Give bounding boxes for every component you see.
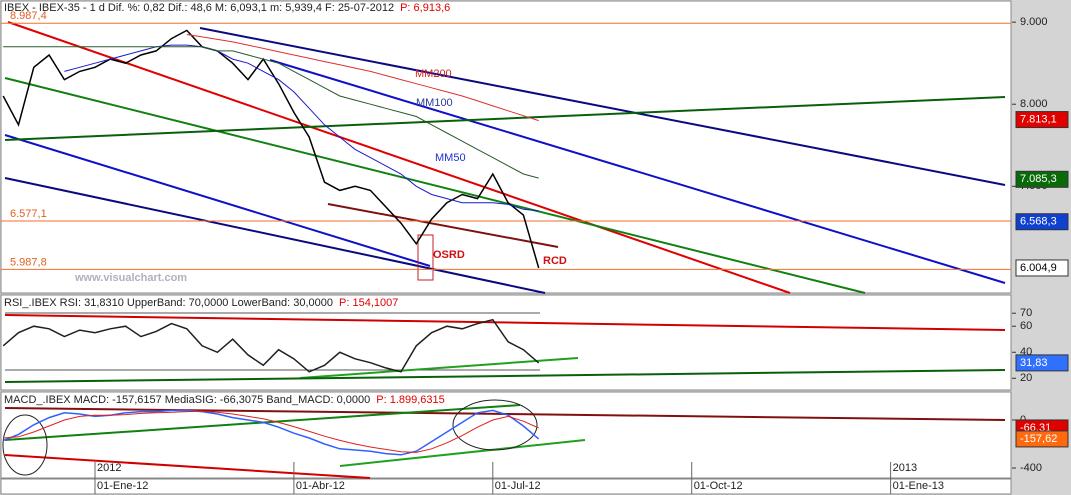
annotation: RCD [543,255,567,267]
series-line [2,29,540,269]
trend-line [4,177,546,294]
annotation: www.visualchart.com [74,272,187,284]
value-box [1015,213,1069,231]
y-tick-label: 70 [1020,307,1032,319]
value-box [1015,430,1069,448]
trend-line [4,369,1006,383]
panel-title-price: P: 1.899,6315 [376,394,445,406]
panel-title-price: P: 6,913,6 [400,2,450,14]
value-box [1015,259,1069,277]
x-tick-label: 01-Ene-12 [97,480,148,492]
year-label: 2013 [893,462,917,474]
annotation: MM200 [415,68,452,80]
trend-line [4,314,1006,331]
trend-line [4,77,866,294]
trend-line [4,96,1006,141]
y-tick-label: 20 [1020,372,1032,384]
panel-title: IBEX - IBEX-35 - 1 d Dif. %: 0,82 Dif.: … [4,2,394,14]
y-tick-label: 9.000 [1020,16,1048,28]
trend-line [339,439,586,467]
level-label: 6.577,1 [10,208,47,220]
series-line [2,318,540,373]
trend-line [7,21,791,294]
series-line [3,410,539,453]
price-panel [0,0,1012,294]
x-tick-label: 01-Ene-13 [893,480,944,492]
trend-line [299,357,579,379]
level-label: 5.987,8 [10,256,47,268]
annotation: OSRD [433,249,465,261]
y-tick-label: -400 [1020,462,1042,474]
x-axis-panel [0,478,1012,495]
panel-title: RSI_.IBEX RSI: 31,8310 UpperBand: 70,000… [4,297,333,309]
level-label: 8.987,4 [10,10,47,22]
series-line [64,44,539,212]
value-box [1015,170,1069,188]
value-box [1015,354,1069,372]
osrd-box [417,234,434,281]
value-box-label: 6.004,9 [1020,262,1057,274]
highlight-ellipse [2,414,48,476]
value-box-label: 31,83 [1020,357,1048,369]
series-line [186,34,539,122]
series-line [2,409,540,456]
year-label: 2012 [97,462,121,474]
value-box-label: 7.085,3 [1020,173,1057,185]
panel-title: MACD_.IBEX MACD: -157,6157 MediaSIG: -66… [4,394,370,406]
y-tick-label: 8.000 [1020,98,1048,110]
series-line [3,46,539,179]
value-box-label: 7.813,1 [1020,113,1057,125]
value-box [1015,111,1069,129]
highlight-ellipse [452,399,538,451]
y-tick-label: 60 [1020,320,1032,332]
panel-title-price: P: 154,1007 [339,297,398,309]
trend-line [199,27,1006,186]
trend-line [4,134,431,267]
value-box-label: -157,62 [1020,433,1057,445]
value-box-label: 6.568,3 [1020,216,1057,228]
x-tick-label: 01-Jul-12 [495,480,541,492]
annotation: MM50 [435,152,466,164]
rsi-panel [0,294,1012,391]
trend-line [4,454,371,479]
trend-line [269,59,1006,284]
trend-line [327,203,559,248]
x-tick-label: 01-Abr-12 [296,480,345,492]
x-tick-label: 01-Oct-12 [694,480,743,492]
annotation: MM100 [416,97,453,109]
